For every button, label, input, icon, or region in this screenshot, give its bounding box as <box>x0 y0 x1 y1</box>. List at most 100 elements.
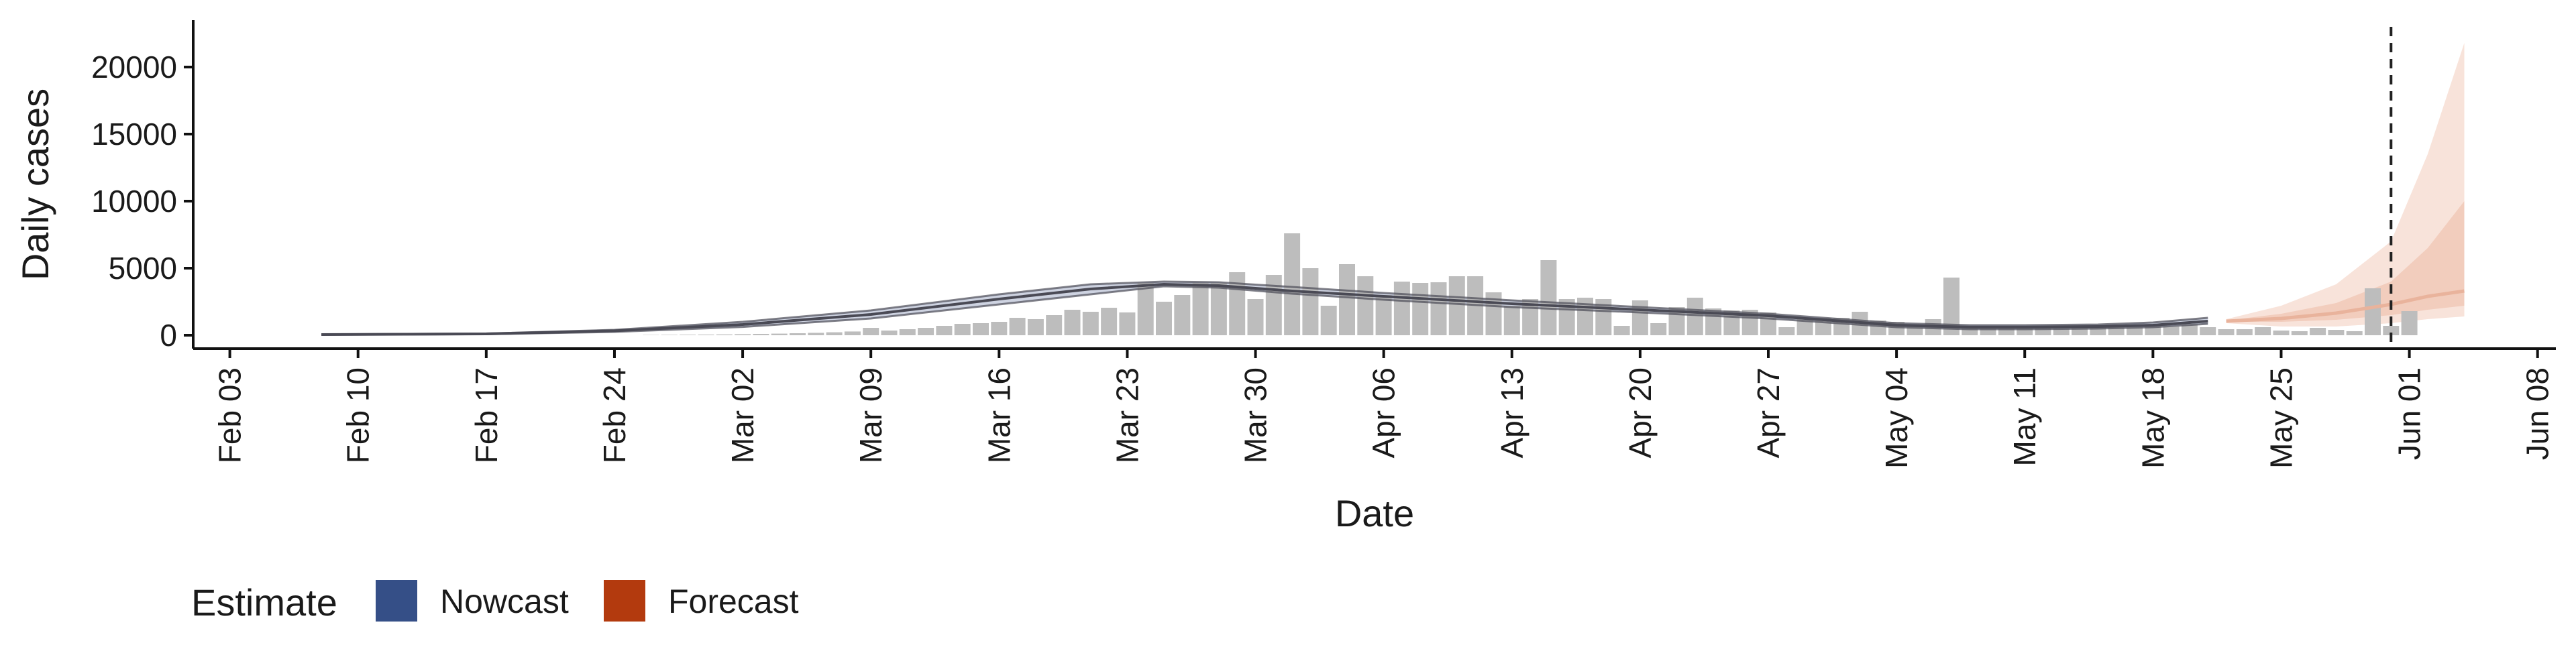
bar-2020-03-08 <box>845 331 861 335</box>
bar-2020-03-18 <box>1028 319 1044 335</box>
x-tick-label: Apr 27 <box>1751 367 1786 459</box>
estimate-bands <box>321 43 2464 335</box>
bar-2020-03-14 <box>955 324 971 335</box>
bar-2020-05-19 <box>2163 327 2180 335</box>
legend-swatch-nowcast <box>376 580 417 622</box>
bar-2020-03-16 <box>991 322 1007 335</box>
bar-2020-05-21 <box>2200 327 2216 335</box>
bar-2020-03-05 <box>790 333 806 335</box>
x-tick-label: Mar 30 <box>1238 367 1273 463</box>
x-tick-label: May 18 <box>2135 367 2170 469</box>
y-tick-label: 10000 <box>91 184 177 219</box>
y-axis-title: Daily cases <box>14 89 56 280</box>
bar-2020-03-13 <box>936 326 952 335</box>
bar-2020-05-29 <box>2347 331 2363 335</box>
bar-2020-04-01 <box>1284 233 1300 335</box>
x-tick-label: Jun 08 <box>2520 367 2555 460</box>
x-tick-label: Mar 02 <box>725 367 760 463</box>
y-tick-label: 15000 <box>91 117 177 152</box>
x-tick-label: Mar 16 <box>981 367 1016 463</box>
bar-2020-03-31 <box>1266 275 1282 335</box>
bar-2020-04-03 <box>1321 306 1337 335</box>
bar-2020-03-15 <box>973 323 989 335</box>
bar-2020-05-24 <box>2255 327 2271 335</box>
bar-2020-04-09 <box>1431 282 1447 335</box>
legend-title: Estimate <box>191 581 337 624</box>
x-tick-label: Jun 01 <box>2392 367 2427 460</box>
bar-2020-04-02 <box>1302 268 1318 335</box>
bar-2020-05-23 <box>2237 329 2253 335</box>
x-tick-label: Apr 06 <box>1366 367 1401 459</box>
x-tick-label: Feb 17 <box>469 367 504 463</box>
y-tick-label: 5000 <box>109 251 177 286</box>
bar-2020-03-22 <box>1101 308 1117 335</box>
nowcast-lower-line <box>321 286 2208 335</box>
bar-2020-05-28 <box>2328 330 2344 335</box>
bar-2020-05-25 <box>2273 331 2290 335</box>
bar-2020-05-22 <box>2218 329 2235 335</box>
bar-2020-03-02 <box>735 334 751 335</box>
bar-2020-06-01 <box>2402 311 2418 335</box>
bar-2020-04-07 <box>1394 282 1410 335</box>
bar-2020-03-23 <box>1119 312 1135 335</box>
x-tick-label: Apr 13 <box>1495 367 1529 459</box>
x-tick-label: Mar 09 <box>853 367 888 463</box>
y-tick-label: 0 <box>160 318 177 353</box>
bar-2020-03-10 <box>881 331 898 335</box>
x-tick-label: Feb 03 <box>213 367 248 463</box>
bar-2020-04-20 <box>1632 300 1648 335</box>
estimate-lines <box>321 282 2464 335</box>
bar-2020-04-04 <box>1339 264 1355 335</box>
bar-2020-03-24 <box>1138 283 1154 335</box>
bar-2020-03-09 <box>863 328 879 335</box>
y-tick-label: 20000 <box>91 50 177 84</box>
x-tick-label: May 04 <box>1879 367 1914 469</box>
bar-2020-03-19 <box>1046 315 1062 335</box>
bar-2020-05-26 <box>2292 331 2308 335</box>
bar-2020-03-04 <box>771 334 788 335</box>
bar-2020-04-10 <box>1449 276 1465 335</box>
legend: Estimate Nowcast Forecast <box>191 580 799 624</box>
bar-2020-03-12 <box>918 328 934 335</box>
bar-2020-04-19 <box>1614 326 1630 335</box>
bar-2020-03-30 <box>1248 299 1264 335</box>
legend-label-nowcast: Nowcast <box>440 583 569 620</box>
bar-2020-03-11 <box>900 329 916 335</box>
bar-2020-03-03 <box>753 334 769 335</box>
bar-2020-05-27 <box>2310 328 2326 335</box>
daily-cases-bars <box>643 233 2418 335</box>
bar-2020-04-08 <box>1412 283 1428 335</box>
bar-2020-04-13 <box>1504 306 1520 335</box>
bar-2020-03-29 <box>1229 272 1245 335</box>
bar-2020-03-27 <box>1193 283 1209 335</box>
x-tick-label: Feb 24 <box>597 367 632 463</box>
x-tick-label: Mar 23 <box>1110 367 1144 463</box>
x-tick-label: Feb 10 <box>341 367 376 463</box>
x-tick-label: May 11 <box>2007 367 2042 466</box>
bar-2020-03-06 <box>808 333 824 335</box>
bar-2020-03-07 <box>826 333 843 335</box>
bar-2020-03-17 <box>1010 318 1026 335</box>
x-axis-title: Date <box>1335 492 1414 534</box>
x-axis-ticks: Feb 03 Feb 10 Feb 17 Feb 24 Mar 02 Mar 09 Mar … <box>213 349 2555 469</box>
bar-2020-04-05 <box>1357 276 1373 335</box>
x-tick-label: Apr 20 <box>1623 367 1658 459</box>
bar-2020-04-28 <box>1778 327 1794 335</box>
bar-2020-04-15 <box>1540 260 1556 335</box>
bar-2020-04-21 <box>1650 323 1666 335</box>
bar-2020-03-26 <box>1174 295 1190 335</box>
bar-2020-04-06 <box>1376 295 1392 335</box>
x-tick-label: May 25 <box>2263 367 2298 469</box>
bar-2020-03-25 <box>1156 302 1172 335</box>
y-axis-ticks: 0 5000 10000 15000 20000 <box>91 50 193 353</box>
bar-2020-03-21 <box>1083 312 1099 335</box>
bar-2020-03-20 <box>1065 310 1081 335</box>
bar-2020-05-30 <box>2365 288 2381 335</box>
legend-swatch-forecast <box>604 580 645 622</box>
legend-label-forecast: Forecast <box>668 583 799 620</box>
bar-2020-04-23 <box>1687 298 1703 335</box>
bar-2020-03-28 <box>1211 283 1227 335</box>
